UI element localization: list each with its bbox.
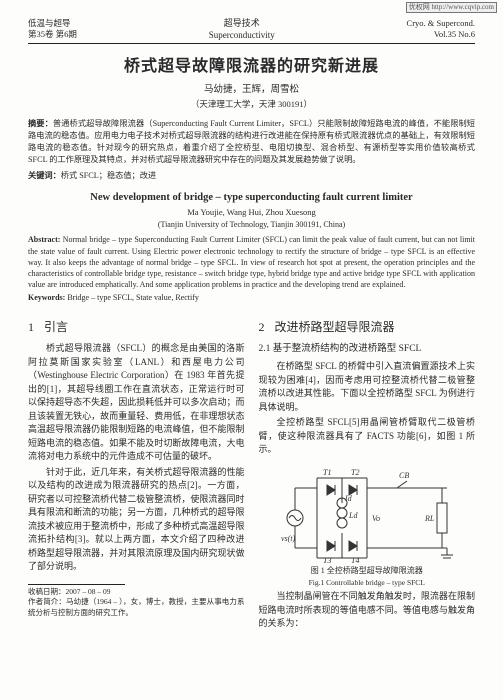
header-center: 超导技术 Superconductivity <box>77 18 407 41</box>
subsection-2-1-heading: 2.1 基于整流桥结构的改进桥路型 SFCL <box>259 342 476 356</box>
footnote-received: 收稿日期：2007 – 08 – 09 <box>28 587 245 598</box>
authors-en: Ma Youjie, Wang Hui, Zhou Xuesong <box>28 207 475 218</box>
fig1-label-ld: Ld <box>348 511 358 520</box>
source-bar: 优权网 http://www.cqvip.com <box>406 2 497 13</box>
section-1-title: 引言 <box>44 320 68 334</box>
abstract-text-en: Normal bridge – type Superconducting Fau… <box>28 235 475 289</box>
section-2-num: 2 <box>259 320 265 334</box>
keywords-text-en: Bridge – type SFCL, State value, Rectify <box>67 293 199 302</box>
fig1-label-vs: vs(t) <box>281 534 296 543</box>
section-name-cn: 超导技术 <box>77 18 407 30</box>
body-columns: 1 引言 桥式超导限流器（SFCL）的概念是由美国的洛斯阿拉莫斯国家实验室（LAN… <box>28 314 475 633</box>
abstract-text-cn: 普通桥式超导故障限流器（Superconducting Fault Curren… <box>28 119 475 164</box>
column-right: 2 改进桥路型超导限流器 2.1 基于整流桥结构的改进桥路型 SFCL 在桥路型 … <box>259 314 476 633</box>
figure-1-caption-cn: 图 1 全控桥路型超导故障限流器 <box>259 565 476 577</box>
section-name-en: Superconductivity <box>77 30 407 42</box>
keywords-cn: 关键词：桥式 SFCL；稳态值；改进 <box>28 170 475 181</box>
header-left: 低温与超导 第35卷 第6期 <box>28 18 77 41</box>
fig1-label-id: Id <box>344 494 353 503</box>
abstract-en: Abstract: Normal bridge – type Supercond… <box>28 234 475 290</box>
paper-title-en: New development of bridge – type superco… <box>28 191 475 205</box>
keywords-label-en: Keywords: <box>28 293 67 302</box>
running-header: 低温与超导 第35卷 第6期 超导技术 Superconductivity Cr… <box>28 18 475 44</box>
affiliation-en: (Tianjin University of Technology, Tianj… <box>28 220 475 231</box>
fig1-label-t2: T2 <box>351 468 359 477</box>
intro-para-1: 桥式超导限流器（SFCL）的概念是由美国的洛斯阿拉莫斯国家实验室（LANL）和西… <box>28 342 245 464</box>
fig1-label-t3: T3 <box>323 556 331 563</box>
keywords-en: Keywords: Bridge – type SFCL, State valu… <box>28 293 475 304</box>
section-2-title: 改进桥路型超导限流器 <box>275 320 395 334</box>
abstract-label-cn: 摘要： <box>28 119 53 128</box>
fig1-label-vo: Vo <box>372 514 380 523</box>
column-left: 1 引言 桥式超导限流器（SFCL）的概念是由美国的洛斯阿拉莫斯国家实验室（LAN… <box>28 314 245 633</box>
volume-issue-en: Vol.35 No.6 <box>407 29 475 40</box>
sec2-para-3: 当控制晶闸管在不同触发角触发时，限流器在限制短路电流时所表现的等值电感不同。等值… <box>259 590 476 631</box>
header-right: Cryo. & Supercond. Vol.35 No.6 <box>407 18 475 41</box>
journal-name-cn: 低温与超导 <box>28 18 77 29</box>
paper-title-cn: 桥式超导故障限流器的研究新进展 <box>28 56 475 78</box>
fig1-label-cb: CB <box>399 471 409 480</box>
keywords-label-cn: 关键词： <box>28 171 61 180</box>
sec2-para-2: 全控桥路型 SFCL[5]用晶闸管桥臂取代二极管桥臂，使这种限流器具有了 FAC… <box>259 416 476 457</box>
abstract-label-en: Abstract: <box>28 235 63 244</box>
abstract-cn: 摘要：普通桥式超导故障限流器（Superconducting Fault Cur… <box>28 118 475 166</box>
figure-1-caption-en: Fig.1 Controllable bridge – type SFCL <box>259 577 476 588</box>
fig1-label-t1: T1 <box>323 468 331 477</box>
sec2-para-1: 在桥路型 SFCL 的桥臂中引入直流偏置源技术上实现较为困难[4]，因而考虑用可… <box>259 360 476 414</box>
figure-1: T1 T2 T3 T4 Ld Id Vo CB RL vs(t) 图 1 全控桥… <box>259 463 476 588</box>
fig1-label-t4: T4 <box>351 556 359 563</box>
footnote-author-bio: 作者简介：马幼捷（1964 – ），女，博士，教授，主要从事电力系统分析与控制方… <box>28 597 245 618</box>
section-2-heading: 2 改进桥路型超导限流器 <box>259 318 476 336</box>
section-1-num: 1 <box>28 320 34 334</box>
fig1-label-rl: RL <box>424 514 435 523</box>
intro-para-2: 针对于此，近几年来，有关桥式超导限流器的性能以及结构的改进成为限流器研究的热点[… <box>28 466 245 574</box>
figure-1-svg: T1 T2 T3 T4 Ld Id Vo CB RL vs(t) <box>277 463 457 563</box>
page: 优权网 http://www.cqvip.com 低温与超导 第35卷 第6期 … <box>0 0 503 700</box>
journal-name-en: Cryo. & Supercond. <box>407 18 475 29</box>
volume-issue-cn: 第35卷 第6期 <box>28 29 77 40</box>
section-1-heading: 1 引言 <box>28 318 245 336</box>
affiliation-cn: （天津理工大学，天津 300191） <box>28 99 475 110</box>
authors-cn: 马幼捷，王辉，周雪松 <box>28 84 475 97</box>
keywords-text-cn: 桥式 SFCL；稳态值；改进 <box>61 171 156 180</box>
